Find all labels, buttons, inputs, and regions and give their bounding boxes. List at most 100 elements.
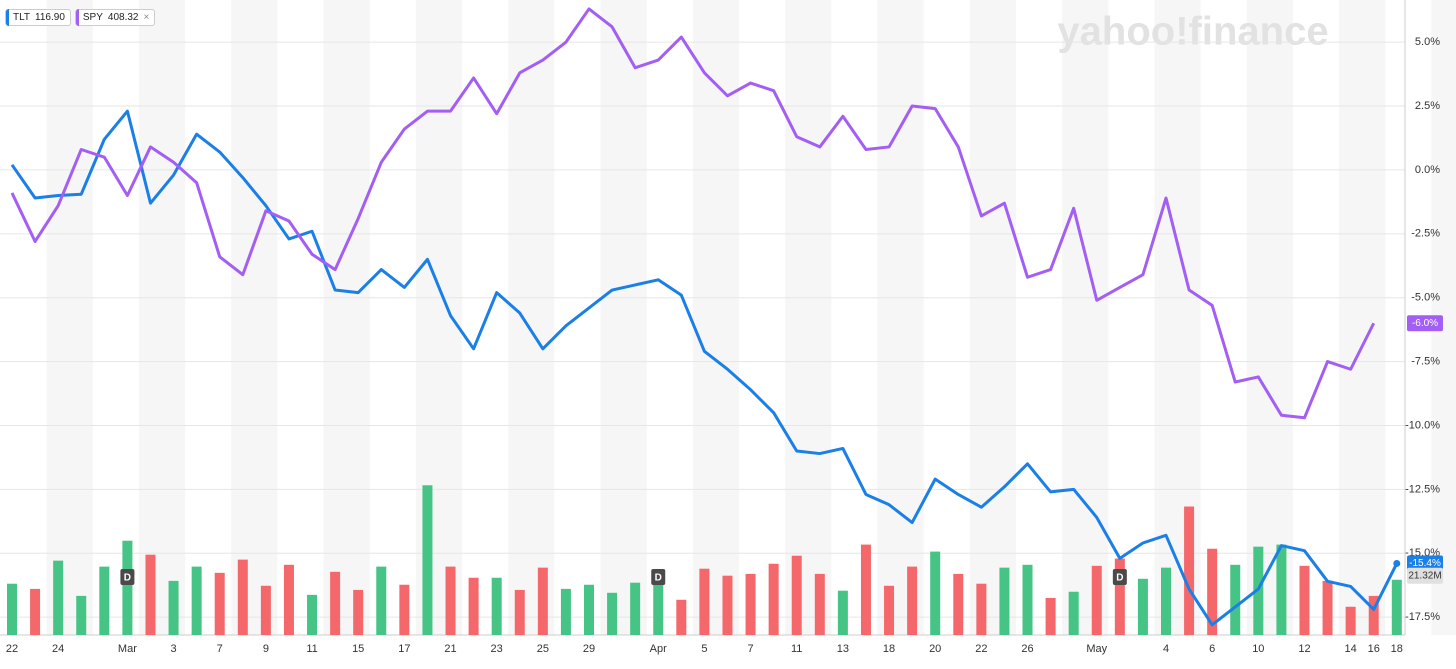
x-tick-label: 26	[1021, 643, 1033, 655]
y-tick-label: -10.0%	[1405, 419, 1440, 431]
volume-bar	[330, 571, 341, 635]
background-band	[1062, 0, 1109, 635]
volume-bar	[1068, 591, 1079, 635]
volume-bar	[537, 567, 548, 635]
volume-bar	[1230, 564, 1241, 635]
y-tick-label: 5.0%	[1415, 36, 1440, 48]
y-tick-label: -5.0%	[1411, 292, 1440, 304]
volume-bar	[860, 544, 871, 635]
x-tick-label: 22	[6, 643, 18, 655]
volume-bar	[307, 594, 318, 635]
x-tick-label: 16	[1368, 643, 1380, 655]
end-label-box	[1407, 555, 1443, 572]
legend-price: 116.90	[35, 12, 65, 23]
dividend-marker	[120, 569, 135, 585]
series-line	[10, 109, 1399, 627]
end-label-box	[1407, 315, 1443, 332]
volume-bar	[399, 584, 410, 635]
volume-bar	[53, 560, 64, 635]
volume-bar	[376, 566, 387, 635]
volume-bar	[745, 573, 756, 635]
end-label: -15.4%	[1409, 558, 1441, 569]
x-tick-label: 9	[263, 643, 269, 655]
volume-bar	[1391, 579, 1402, 635]
volume-bar	[1299, 565, 1310, 635]
volume-bar	[1207, 548, 1218, 635]
x-tick-label: 17	[398, 643, 410, 655]
x-tick-label: Apr	[650, 643, 667, 655]
legend: TLT 116.90 SPY 408.32 ×	[5, 9, 156, 26]
x-tick-label: 13	[837, 643, 849, 655]
x-tick-label: 3	[170, 643, 176, 655]
dividend-label: D	[1116, 573, 1123, 584]
volume-bar	[445, 566, 456, 635]
legend-price: 408.32	[107, 12, 139, 23]
volume-bar	[99, 566, 110, 635]
volume-bar	[1368, 595, 1379, 635]
x-tick-label: 14	[1345, 643, 1357, 655]
dividend-marker	[1112, 569, 1127, 585]
volume-bar	[999, 567, 1010, 635]
series-line	[10, 7, 1376, 420]
volume-bar	[7, 583, 17, 635]
x-tick-label: 22	[975, 643, 987, 655]
legend-name: SPY	[82, 12, 103, 23]
x-tick-label: Mar	[118, 643, 137, 655]
volume-bar	[422, 485, 433, 635]
background-band	[46, 0, 93, 635]
volume-bar	[168, 580, 179, 635]
volume-bar	[837, 590, 848, 635]
background-band	[1246, 0, 1293, 635]
volume-bar	[676, 599, 687, 635]
background-band	[692, 0, 740, 635]
x-tick-label: 18	[883, 643, 895, 655]
x-tick-label: 7	[217, 643, 223, 655]
volume-bar	[814, 573, 825, 635]
volume-bar	[607, 592, 618, 635]
volume-bar	[699, 568, 710, 635]
y-tick-label: -2.5%	[1411, 228, 1440, 240]
x-tick-label: 4	[1163, 643, 1169, 655]
close-button[interactable]: ×	[143, 12, 150, 23]
volume-bar	[122, 540, 133, 635]
volume-bar	[584, 584, 594, 635]
volume-label: 21.32M	[1408, 570, 1441, 581]
legend-item[interactable]: TLT 116.90	[5, 9, 71, 26]
volume-bar	[1276, 544, 1287, 635]
volume-bar	[76, 595, 87, 635]
background-band	[231, 0, 278, 635]
x-tick-label: 21	[444, 643, 456, 655]
x-tick-label: 6	[1209, 643, 1215, 655]
volume-bar	[953, 573, 964, 635]
volume-bar	[468, 577, 479, 635]
background-band	[138, 0, 186, 635]
background-band	[600, 0, 647, 635]
volume-bar	[1137, 578, 1148, 635]
volume-bar	[1091, 565, 1102, 635]
x-tick-label: 12	[1298, 643, 1310, 655]
y-tick-label: -7.5%	[1411, 355, 1440, 367]
volume-bar	[191, 566, 202, 635]
dividend-label: D	[655, 573, 662, 584]
volume-bar	[722, 575, 733, 635]
volume-bar	[237, 559, 248, 635]
x-tick-label: 15	[352, 643, 364, 655]
background-band	[785, 0, 832, 635]
last-point	[1393, 559, 1401, 567]
volume-bar	[976, 583, 987, 635]
volume-bar	[653, 578, 664, 635]
x-tick-label: 20	[929, 643, 941, 655]
volume-bar	[560, 588, 571, 635]
dividend-label: D	[124, 573, 131, 584]
volume-bar	[1114, 558, 1125, 635]
volume-bar	[1161, 567, 1171, 635]
legend-item[interactable]: SPY 408.32 ×	[74, 9, 156, 26]
y-tick-label: 0.0%	[1415, 164, 1440, 176]
x-tick-label: 23	[491, 643, 503, 655]
x-tick-label: May	[1086, 643, 1107, 655]
volume-bar	[630, 582, 641, 635]
volume-bar	[1022, 564, 1033, 635]
volume-bar	[145, 554, 156, 635]
volume-bar	[491, 577, 502, 635]
